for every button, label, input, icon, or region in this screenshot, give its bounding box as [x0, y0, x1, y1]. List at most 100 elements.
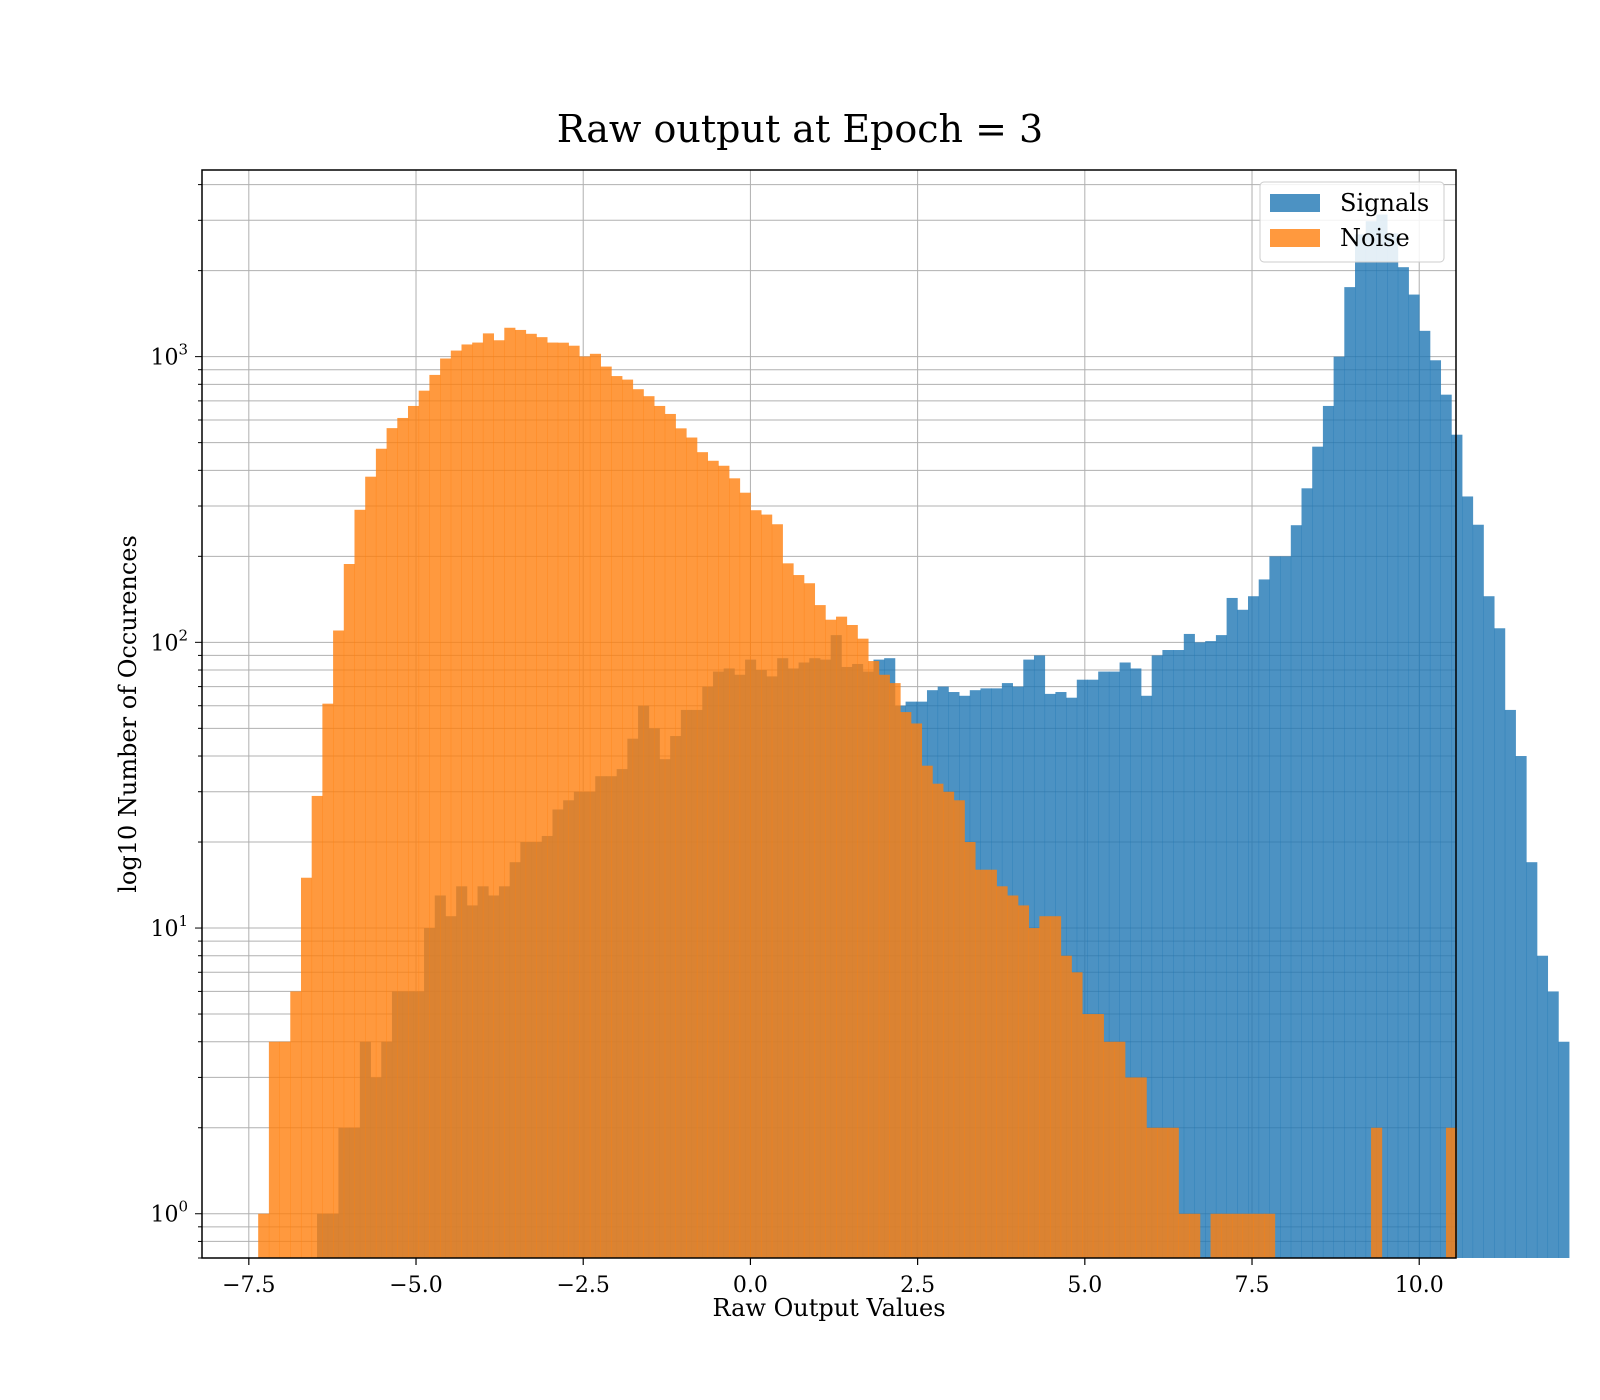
bar-noise	[1124, 1077, 1137, 1258]
bar-noise	[547, 342, 559, 1258]
bar-signals	[1280, 556, 1292, 1258]
bar-signals	[1108, 671, 1120, 1258]
bar-noise	[985, 869, 997, 1258]
bar-signals	[1290, 525, 1302, 1258]
bar-noise	[1039, 916, 1051, 1258]
x-tick-label: 7.5	[1235, 1273, 1270, 1298]
bar-noise	[996, 886, 1008, 1258]
bar-noise	[910, 723, 923, 1258]
bar-signals	[1472, 524, 1484, 1258]
bar-signals	[1140, 695, 1153, 1258]
bar-noise	[803, 583, 816, 1258]
bar-signals	[1387, 233, 1399, 1258]
bar-noise	[878, 674, 890, 1258]
bar-noise	[825, 619, 837, 1258]
bar-noise	[536, 337, 548, 1258]
bar-noise	[868, 661, 880, 1258]
bar-noise	[1242, 1213, 1254, 1258]
bar-noise	[1146, 1127, 1158, 1258]
bar-noise	[1092, 1014, 1104, 1258]
bar-noise	[568, 345, 580, 1258]
bar-noise	[1167, 1127, 1179, 1258]
bar-noise	[386, 428, 398, 1258]
bar-signals	[1076, 679, 1088, 1258]
bar-signals	[1397, 267, 1409, 1258]
bar-signals	[1130, 668, 1142, 1258]
bar-signals	[1258, 579, 1270, 1258]
bar-noise	[643, 396, 655, 1258]
bar-noise	[975, 869, 987, 1258]
bar-signals	[1087, 679, 1099, 1258]
bar-noise	[1050, 916, 1062, 1258]
bar-noise	[750, 510, 762, 1258]
bar-noise	[632, 389, 644, 1258]
bar-noise	[514, 329, 527, 1258]
bar-noise	[525, 333, 537, 1258]
bar-noise	[707, 460, 719, 1259]
bar-noise	[889, 683, 901, 1258]
bar-signals	[1419, 330, 1431, 1258]
x-tick-label: 2.5	[900, 1273, 935, 1298]
bar-noise	[1221, 1213, 1233, 1258]
bar-noise	[1114, 1041, 1126, 1258]
bar-noise	[311, 795, 323, 1258]
x-tick-label: 0.0	[733, 1273, 768, 1298]
bar-noise	[1007, 895, 1019, 1258]
bar-noise	[1135, 1077, 1147, 1258]
bar-noise	[333, 630, 345, 1258]
bar-signals	[1536, 955, 1549, 1258]
bar-noise	[793, 575, 805, 1258]
bar-noise	[450, 350, 462, 1258]
y-axis-ticks: 100 101 102 103	[150, 184, 202, 1259]
bar-noise	[1371, 1127, 1383, 1258]
bar-signals	[1269, 556, 1281, 1258]
bar-noise	[718, 465, 730, 1258]
bar-noise	[921, 765, 933, 1258]
bar-noise	[407, 405, 420, 1258]
bar-signals	[1098, 671, 1110, 1258]
y-axis-label: log10 Number of Occurences	[114, 535, 142, 893]
x-tick-label: −2.5	[557, 1273, 610, 1298]
bar-noise	[1017, 905, 1030, 1258]
chart-title: Raw output at Epoch = 3	[557, 107, 1043, 151]
bar-signals	[1226, 597, 1238, 1258]
legend-label-signals: Signals	[1340, 189, 1429, 217]
x-axis-label: Raw Output Values	[712, 1294, 945, 1322]
y-tick-label: 102	[150, 626, 188, 656]
x-tick-label: 5.0	[1067, 1273, 1102, 1298]
bar-signals	[1237, 609, 1249, 1258]
bar-signals	[1344, 287, 1356, 1258]
x-tick-label: 10.0	[1395, 1273, 1444, 1298]
bar-signals	[1483, 596, 1495, 1258]
bar-noise	[675, 428, 687, 1259]
x-tick-label: −5.0	[389, 1273, 442, 1298]
bar-noise	[397, 417, 409, 1259]
y-tick-label: 101	[150, 912, 188, 942]
bar-noise	[429, 374, 441, 1258]
bar-signals	[1462, 496, 1474, 1258]
bar-noise	[964, 842, 976, 1258]
bar-noise	[300, 877, 313, 1258]
bar-signals	[1451, 434, 1463, 1258]
bar-signals	[1173, 650, 1185, 1258]
bar-noise	[771, 524, 783, 1258]
bar-signals	[1151, 655, 1163, 1258]
bar-noise	[900, 712, 912, 1258]
bar-noise	[440, 358, 452, 1258]
legend: Signals Noise	[1259, 181, 1445, 263]
y-tick-label: 100	[150, 1198, 188, 1228]
bar-noise	[343, 564, 355, 1258]
bar-noise	[1253, 1213, 1265, 1258]
bar-noise	[622, 379, 634, 1258]
bar-noise	[836, 616, 848, 1258]
bar-noise	[589, 353, 602, 1258]
bar-noise	[696, 452, 709, 1258]
bar-noise	[493, 340, 505, 1258]
x-tick-label: −7.5	[222, 1273, 275, 1298]
bar-signals	[1119, 662, 1131, 1258]
bar-noise	[375, 448, 387, 1258]
legend-swatch-noise	[1270, 229, 1320, 247]
bar-signals	[1429, 360, 1442, 1258]
legend-swatch-signals	[1270, 194, 1320, 212]
